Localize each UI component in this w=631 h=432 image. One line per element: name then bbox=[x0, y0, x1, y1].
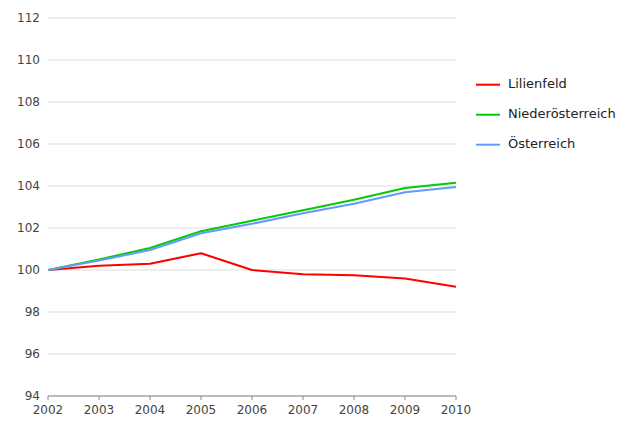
series-lines bbox=[48, 183, 456, 287]
y-tick-label: 110 bbox=[17, 53, 40, 67]
series-line bbox=[48, 187, 456, 270]
y-grid bbox=[48, 18, 456, 396]
legend-swatch bbox=[476, 114, 500, 116]
x-tick bbox=[303, 396, 304, 400]
background bbox=[0, 0, 631, 432]
x-tick bbox=[150, 396, 151, 400]
x-tick-label: 2006 bbox=[237, 403, 268, 417]
legend-swatch bbox=[476, 144, 500, 146]
x-tick-label: 2010 bbox=[441, 403, 472, 417]
legend-label: Niederösterreich bbox=[508, 106, 616, 121]
x-tick-label: 2002 bbox=[33, 403, 64, 417]
y-tick-labels: 94 96 98 100 102 104 106 108 110 112 bbox=[17, 11, 40, 403]
legend-label: Lilienfeld bbox=[508, 76, 567, 91]
x-tick-label: 2004 bbox=[135, 403, 166, 417]
grid-line bbox=[48, 186, 456, 187]
series-line bbox=[48, 183, 456, 270]
grid-line bbox=[48, 60, 456, 61]
x-tick bbox=[405, 396, 406, 400]
grid-line bbox=[48, 18, 456, 19]
x-ticks: 2002 2003 2004 2005 2006 2007 2008 2009 2010 bbox=[33, 396, 472, 417]
x-tick bbox=[252, 396, 253, 400]
grid-line bbox=[48, 144, 456, 145]
legend-swatch bbox=[476, 84, 500, 86]
legend-label: Österreich bbox=[508, 135, 575, 151]
x-tick-label: 2007 bbox=[288, 403, 319, 417]
x-tick bbox=[456, 396, 457, 400]
x-tick-label: 2009 bbox=[390, 403, 421, 417]
y-tick-label: 104 bbox=[17, 179, 40, 193]
y-tick-label: 106 bbox=[17, 137, 40, 151]
y-tick-label: 102 bbox=[17, 221, 40, 235]
x-tick-label: 2008 bbox=[339, 403, 370, 417]
legend: Lilienfeld Niederösterreich Österreich bbox=[476, 76, 616, 151]
x-tick bbox=[201, 396, 202, 400]
x-tick-label: 2005 bbox=[186, 403, 217, 417]
chart: 9496981001021041061081101122002200320042… bbox=[0, 0, 631, 432]
grid-line bbox=[48, 312, 456, 313]
x-tick bbox=[99, 396, 100, 400]
y-tick-label: 100 bbox=[17, 263, 40, 277]
y-tick-label: 112 bbox=[17, 11, 40, 25]
y-tick-label: 94 bbox=[25, 389, 40, 403]
grid-line bbox=[48, 228, 456, 229]
y-tick-label: 108 bbox=[17, 95, 40, 109]
y-tick-label: 96 bbox=[25, 347, 40, 361]
grid-line bbox=[48, 354, 456, 355]
grid-line bbox=[48, 102, 456, 103]
x-tick bbox=[48, 396, 49, 400]
chart-container: 9496981001021041061081101122002200320042… bbox=[0, 0, 631, 432]
x-tick-label: 2003 bbox=[84, 403, 115, 417]
y-tick-label: 98 bbox=[25, 305, 40, 319]
x-tick bbox=[354, 396, 355, 400]
